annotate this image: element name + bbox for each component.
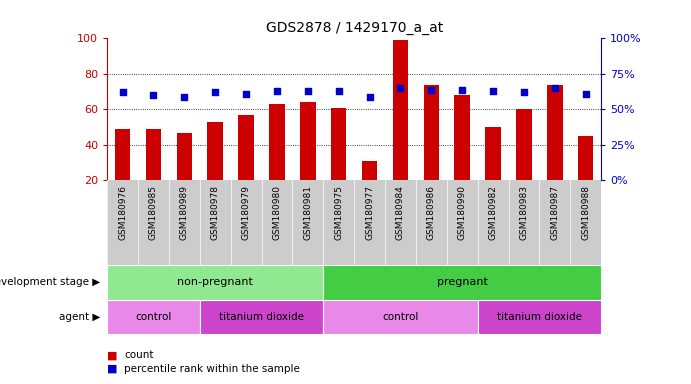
Bar	[455, 95, 470, 216]
Text: GSM180980: GSM180980	[272, 185, 281, 240]
Bar	[323, 300, 477, 334]
Text: agent ▶: agent ▶	[59, 312, 100, 322]
Bar	[323, 265, 601, 300]
Point	[209, 89, 220, 96]
Bar	[146, 129, 161, 216]
Text: GSM180976: GSM180976	[118, 185, 127, 240]
Bar	[477, 300, 601, 334]
Text: control: control	[382, 312, 419, 322]
Text: GSM180985: GSM180985	[149, 185, 158, 240]
Point	[333, 88, 344, 94]
Text: GSM180975: GSM180975	[334, 185, 343, 240]
Bar	[578, 136, 594, 216]
Point	[272, 88, 283, 94]
Point	[395, 85, 406, 91]
Point	[302, 88, 313, 94]
Bar	[424, 84, 439, 216]
Text: GSM180979: GSM180979	[242, 185, 251, 240]
Bar	[238, 115, 254, 216]
Text: ■: ■	[107, 350, 117, 360]
Text: percentile rank within the sample: percentile rank within the sample	[124, 364, 301, 374]
Text: GSM180986: GSM180986	[427, 185, 436, 240]
Point	[364, 94, 375, 100]
Text: GSM180977: GSM180977	[365, 185, 374, 240]
Text: pregnant: pregnant	[437, 277, 488, 287]
Text: non-pregnant: non-pregnant	[178, 277, 253, 287]
Bar	[392, 40, 408, 216]
Text: GSM180982: GSM180982	[489, 185, 498, 240]
Point	[148, 92, 159, 98]
Text: count: count	[124, 350, 154, 360]
Text: ■: ■	[107, 364, 117, 374]
Text: control: control	[135, 312, 171, 322]
Text: development stage ▶: development stage ▶	[0, 277, 100, 287]
Point	[117, 89, 128, 96]
Text: GSM180983: GSM180983	[520, 185, 529, 240]
Point	[518, 89, 529, 96]
Text: GSM180984: GSM180984	[396, 185, 405, 240]
Point	[549, 85, 560, 91]
Text: GSM180981: GSM180981	[303, 185, 312, 240]
Point	[240, 91, 252, 97]
Bar	[269, 104, 285, 216]
Text: GSM180987: GSM180987	[550, 185, 559, 240]
Text: titanium dioxide: titanium dioxide	[219, 312, 304, 322]
Bar	[331, 108, 346, 216]
Bar	[207, 122, 223, 216]
Title: GDS2878 / 1429170_a_at: GDS2878 / 1429170_a_at	[265, 21, 443, 35]
Bar	[516, 109, 531, 216]
Bar	[107, 265, 323, 300]
Point	[426, 86, 437, 93]
Point	[580, 91, 591, 97]
Bar	[547, 84, 562, 216]
Point	[179, 94, 190, 100]
Text: GSM180978: GSM180978	[211, 185, 220, 240]
Text: GSM180990: GSM180990	[457, 185, 466, 240]
Point	[457, 86, 468, 93]
Bar	[177, 132, 192, 216]
Point	[488, 88, 499, 94]
Bar	[115, 129, 131, 216]
Bar	[300, 103, 316, 216]
Text: titanium dioxide: titanium dioxide	[497, 312, 582, 322]
Text: GSM180989: GSM180989	[180, 185, 189, 240]
Bar	[362, 161, 377, 216]
Text: GSM180988: GSM180988	[581, 185, 590, 240]
Bar	[107, 300, 200, 334]
Bar	[200, 300, 323, 334]
Bar	[485, 127, 501, 216]
